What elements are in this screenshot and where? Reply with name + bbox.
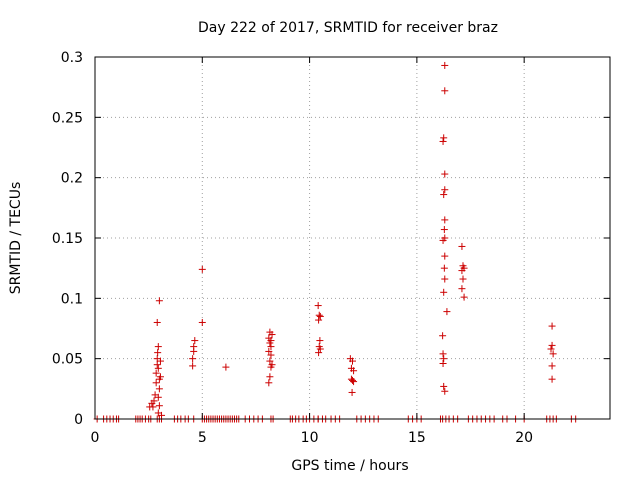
x-tick-label: 10 xyxy=(301,430,319,446)
data-point xyxy=(440,134,448,142)
data-point xyxy=(348,388,356,396)
plot-frame xyxy=(94,56,611,420)
data-point xyxy=(222,363,230,371)
data-point xyxy=(548,322,556,330)
data-point xyxy=(315,349,323,357)
data-point xyxy=(548,375,556,383)
data-point xyxy=(440,264,448,272)
gridlines xyxy=(95,57,610,419)
data-point xyxy=(189,362,197,370)
data-point xyxy=(439,137,447,145)
y-tick-label: 0 xyxy=(74,412,83,428)
data-point xyxy=(266,357,274,365)
data-point xyxy=(152,379,160,387)
data-point xyxy=(441,275,449,283)
data-point xyxy=(152,369,160,377)
x-tick-label: 5 xyxy=(198,430,207,446)
x-axis-label: GPS time / hours xyxy=(291,458,408,474)
data-point xyxy=(153,318,161,326)
y-tick-label: 0.1 xyxy=(61,291,83,307)
data-point xyxy=(265,334,273,342)
data-point xyxy=(154,349,162,357)
data-point xyxy=(155,385,163,393)
data-point xyxy=(440,191,448,199)
data-point xyxy=(349,376,356,384)
data-point xyxy=(440,355,448,363)
data-point xyxy=(267,351,275,359)
data-point xyxy=(266,373,274,381)
data-point xyxy=(315,311,323,319)
data-point xyxy=(156,373,164,381)
data-point xyxy=(350,378,358,386)
y-tick-label: 0.05 xyxy=(52,352,83,368)
x-tick-label: 15 xyxy=(408,430,426,446)
data-point xyxy=(441,61,449,69)
y-tick-label: 0.3 xyxy=(61,50,83,66)
data-point xyxy=(441,87,449,95)
axis-ticks: 0 5 10 15 20 0 0.05 0.1 0.15 0.2 0.25 0.3 xyxy=(52,50,610,446)
data-point xyxy=(548,341,556,349)
data-point xyxy=(458,242,466,250)
data-point xyxy=(459,275,467,283)
data-point xyxy=(443,308,451,316)
data-point xyxy=(350,367,358,375)
data-point xyxy=(189,355,197,363)
data-point xyxy=(149,403,157,411)
data-point xyxy=(439,236,447,244)
y-axis-label: SRMTID / TECUs xyxy=(8,182,24,295)
chart-title: Day 222 of 2017, SRMTID for receiver bra… xyxy=(198,20,498,36)
y-tick-label: 0.2 xyxy=(61,171,83,187)
data-point xyxy=(440,226,448,234)
data-point xyxy=(155,297,163,305)
data-point xyxy=(314,302,322,310)
data-point xyxy=(439,350,447,358)
data-point xyxy=(441,216,449,224)
data-point xyxy=(458,267,466,275)
data-point xyxy=(349,357,356,365)
data-point xyxy=(267,343,275,351)
data-point xyxy=(316,337,324,345)
data-point xyxy=(154,364,162,372)
data-point xyxy=(190,343,198,351)
data-point xyxy=(154,343,162,351)
data-point xyxy=(315,316,323,324)
data-point xyxy=(441,186,449,194)
data-point xyxy=(316,312,324,320)
data-point xyxy=(549,350,557,358)
data-point xyxy=(548,362,556,370)
data-point xyxy=(265,347,273,355)
data-point xyxy=(547,345,555,353)
x-tick-label: 20 xyxy=(515,430,533,446)
data-point xyxy=(150,397,158,405)
data-point xyxy=(439,332,447,340)
data-point xyxy=(156,357,164,365)
y-tick-label: 0.15 xyxy=(52,231,83,247)
data-point xyxy=(460,293,468,301)
y-tick-label: 0.25 xyxy=(52,110,83,126)
data-point xyxy=(191,337,199,345)
data-point xyxy=(268,361,276,369)
data-point xyxy=(439,359,447,367)
data-points xyxy=(93,61,580,423)
data-point xyxy=(440,382,448,390)
data-point xyxy=(440,288,448,296)
data-point xyxy=(265,379,273,387)
data-point xyxy=(441,170,449,178)
data-point xyxy=(441,387,449,395)
data-point xyxy=(198,318,206,326)
data-point xyxy=(441,252,449,260)
x-tick-label: 0 xyxy=(91,430,100,446)
data-point xyxy=(153,361,161,369)
data-point xyxy=(316,345,324,353)
data-point xyxy=(155,402,163,410)
data-point xyxy=(154,393,162,401)
data-point xyxy=(266,328,274,336)
data-point xyxy=(458,285,466,293)
data-point xyxy=(198,265,206,273)
